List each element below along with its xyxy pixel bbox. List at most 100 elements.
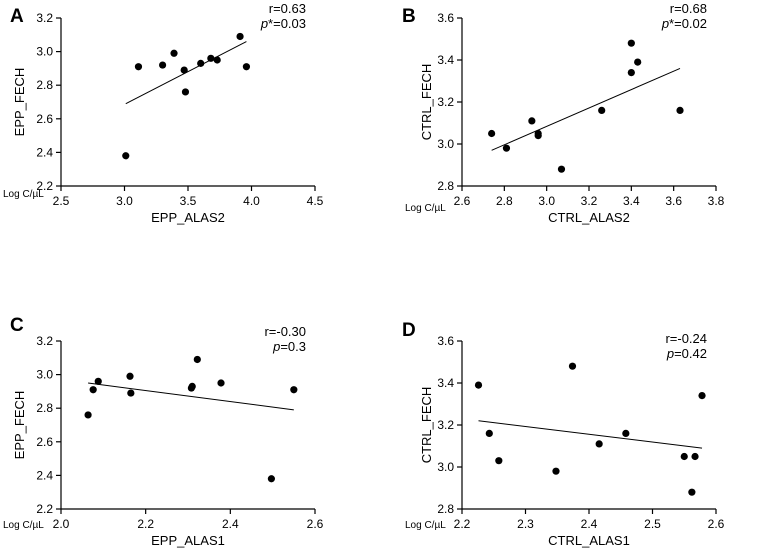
panel-b-data-point [528,117,536,125]
panel-a-y-tick-label: 3.0 [36,45,53,59]
panel-a-y-tick-label: 2.2 [36,179,53,193]
panel-a-data-point [134,63,143,71]
panel-a-data-point [242,63,251,71]
panel-a-p-value: p*=0.03 [260,16,306,31]
panel-a-data-point [197,59,205,67]
panel-a-data-point [159,61,167,69]
panel-c-x-axis-title: EPP_ALAS1 [151,533,225,548]
panel-a-data-point [181,88,190,96]
panel-b-y-tick-label: 2.8 [437,179,454,193]
panel-b-x-tick-label: 3.8 [708,194,725,208]
panel-b-x-tick-label: 3.0 [538,194,555,208]
panel-d-data-point [552,467,560,475]
panel-d-p-value: p=0.42 [666,346,707,361]
panel-b-x-tick-label: 3.6 [665,194,682,208]
panel-b-unit-label: Log C/µL [405,203,446,214]
panel-a-y-tick-label: 3.2 [36,11,53,25]
panel-d-data-point [495,457,503,465]
panel-d-y-tick-label: 2.8 [437,502,454,516]
panel-b-x-tick-label: 3.2 [581,194,598,208]
panel-b-p-value: p*=0.02 [661,16,707,31]
panel-a-y-tick-label: 2.8 [36,78,53,92]
panel-d-unit-label: Log C/µL [405,520,446,531]
panel-b-data-point [488,129,496,138]
panel-b-data-point [557,165,566,173]
panel-b-x-axis-title: CTRL_ALAS2 [548,210,630,225]
panel-a: A 2.2 2.4 2.6 2.8 3.0 3.2 2.5 3.0 3.5 4.0 4.5 EPP_AL… [3,1,324,225]
panel-a-x-tick-label: 3.0 [116,194,133,208]
panel-d-data-point [680,452,688,461]
panel-a-data-point [207,54,215,62]
panel-d-data-point [595,440,603,448]
panel-c-y-axis-title: EPP_FECH [12,391,27,460]
panel-c-data-point [89,386,97,394]
panel-a-r-value: r=0.63 [269,1,306,16]
panel-d-x-tick-label: 2.5 [644,517,661,531]
panel-b-x-tick-label: 2.8 [496,194,513,208]
panel-a-y-tick-label: 2.6 [36,112,53,126]
panel-a-data-point [236,32,244,41]
panel-d-y-tick-label: 3.0 [437,460,454,474]
panel-b-data-point [634,58,642,66]
panel-c-data-point [217,379,225,387]
panel-a-unit-label: Log C/µL [3,189,44,200]
panel-d-y-tick-label: 3.6 [437,334,454,348]
panel-c-data-point [267,475,275,483]
panel-c-data-point [126,372,134,380]
panel-d-data-point [688,488,696,496]
panel-b-regression-line [491,67,681,151]
panel-c-data-point [127,389,135,397]
panel-a-x-tick-label: 2.5 [53,194,70,208]
panel-b-data-point [534,132,542,140]
panel-c-data-point [188,382,196,390]
panel-c-x-tick-label: 2.0 [53,517,70,531]
panel-d-data-point [691,452,699,461]
panel-c-data-point [290,386,298,394]
panel-d-x-axis-title: CTRL_ALAS1 [548,533,630,548]
panel-b-data-point [627,39,635,47]
panel-d-x-tick-label: 2.3 [517,517,534,531]
panel-c-y-tick-label: 2.4 [36,468,53,482]
panel-c-x-tick-label: 2.6 [307,517,324,531]
panel-b-y-tick-label: 3.2 [437,95,454,109]
panel-c-data-point [94,377,102,385]
panel-d-letter: D [402,320,416,341]
panel-b-r-value: r=0.68 [670,1,707,16]
panel-c-regression-line [88,382,294,411]
panel-b-data-point [502,144,511,152]
panel-d: D 2.8 3.0 3.2 3.4 3.6 2.2 2.3 2.4 2.5 2.6 CTRL_ALAS… [402,320,725,548]
panel-c: C2.22.42.62.83.03.22.0 2.2 2.4 2.6EPP_ALAS1… [3,315,324,548]
panel-d-data-point [474,381,483,389]
panel-c-y-tick-label: 3.2 [36,334,53,348]
panel-a-data-point [122,152,130,160]
panel-a-x-tick-label: 4.0 [243,194,260,208]
panel-b-letter: B [402,6,416,27]
panel-d-y-axis-title: CTRL_FECH [419,387,434,464]
panel-c-r-value: r=-0.30 [264,324,306,339]
panel-a-y-axis-title: EPP_FECH [12,68,27,137]
panel-d-y-tick-label: 3.4 [437,376,454,390]
panel-b-x-tick-label: 2.6 [454,194,471,208]
panel-d-x-tick-label: 2.2 [454,517,471,531]
panel-a-data-point [213,56,221,64]
panel-c-data-point [193,355,201,364]
panel-b-y-axis-title: CTRL_FECH [419,64,434,141]
panel-d-regression-line [478,420,703,449]
panel-d-data-point [485,429,493,437]
panel-c-p-value: p=0.3 [272,339,306,354]
panel-d-data-point [568,362,577,370]
panel-c-y-tick-label: 2.6 [36,435,53,449]
panel-b-data-point [676,106,684,114]
panel-d-y-tick-label: 3.2 [437,418,454,432]
panel-c-data-point [84,411,92,419]
panel-d-x-tick-label: 2.4 [581,517,598,531]
panel-d-data-point [698,392,706,400]
panel-c-y-tick-label: 3.0 [36,368,53,382]
panel-a-x-tick-label: 4.5 [307,194,324,208]
panel-c-y-tick-label: 2.2 [36,502,53,516]
panel-b-data-point [627,69,635,77]
panel-b-x-tick-label: 3.4 [623,194,640,208]
panel-d-r-value: r=-0.24 [665,331,707,346]
panel-a-y-tick-label: 2.4 [36,145,53,159]
